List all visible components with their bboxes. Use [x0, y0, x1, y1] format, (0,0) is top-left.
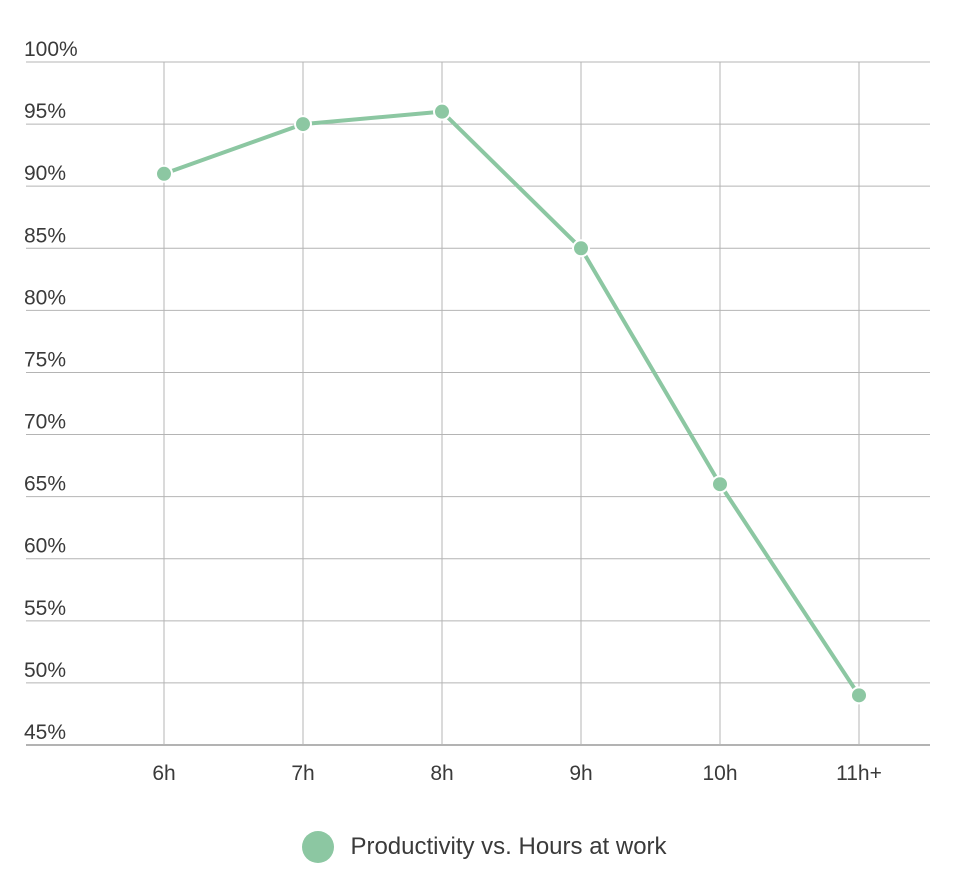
x-tick-label: 10h	[702, 762, 737, 785]
y-tick-label: 45%	[24, 721, 66, 744]
data-point	[294, 115, 312, 134]
grid	[26, 61, 930, 746]
legend-label: Productivity vs. Hours at work	[350, 833, 667, 860]
y-tick-label: 85%	[24, 224, 66, 247]
data-point	[572, 239, 590, 258]
y-tick-label: 65%	[24, 473, 66, 496]
x-tick-label: 8h	[430, 762, 453, 785]
x-tick-label: 7h	[291, 762, 314, 785]
y-tick-label: 95%	[24, 100, 66, 123]
x-tick-label: 6h	[152, 762, 175, 785]
data-point	[850, 686, 868, 705]
legend: Productivity vs. Hours at work	[0, 825, 969, 869]
data-point	[711, 475, 729, 494]
x-tick-label: 9h	[569, 762, 592, 785]
y-tick-label: 90%	[24, 162, 66, 185]
y-tick-label: 50%	[24, 659, 66, 682]
x-tick-label: 11h+	[836, 762, 882, 785]
data-point	[155, 164, 173, 183]
y-tick-label: 70%	[24, 411, 66, 434]
y-tick-label: 75%	[24, 348, 66, 371]
axes: 45% 50% 55% 60% 65% 70% 75% 80% 85% 90% 95% 100% 6h 7…	[24, 38, 882, 785]
data-point	[433, 102, 451, 121]
y-tick-label: 55%	[24, 597, 66, 620]
y-tick-label: 60%	[24, 535, 66, 558]
legend-swatch	[302, 831, 335, 863]
series-line	[162, 109, 861, 698]
y-tick-label: 100%	[24, 38, 78, 61]
y-tick-label: 80%	[24, 286, 66, 309]
series	[155, 102, 868, 705]
